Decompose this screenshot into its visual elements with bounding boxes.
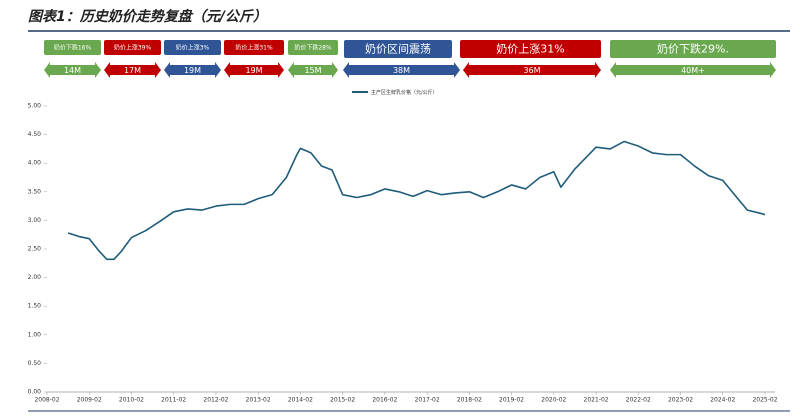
phase-label: 奶价上涨31%: [235, 44, 273, 52]
x-tick-label: 2016-02: [372, 397, 397, 404]
y-tick-label: 1.50: [28, 303, 42, 310]
phase-label: 奶价下跌16%: [54, 44, 92, 52]
x-tick-label: 2014-02: [288, 397, 313, 404]
phase-arrow: [104, 62, 161, 78]
phase-arrow: [463, 62, 601, 78]
phase-arrow: [44, 62, 101, 78]
y-tick-label: 2.00: [28, 274, 42, 281]
phase-duration: 36M: [523, 66, 540, 75]
phase-arrow: [288, 62, 338, 78]
phase-box: [104, 40, 161, 55]
x-tick-label: 2023-02: [668, 397, 693, 404]
phase-box: [460, 40, 601, 58]
x-tick-label: 2019-02: [499, 397, 524, 404]
phase-duration: 15M: [304, 66, 321, 75]
phase-label: 奶价上涨31%: [496, 42, 564, 56]
x-tick-label: 2022-02: [626, 397, 651, 404]
x-tick-label: 2012-02: [203, 397, 228, 404]
phase-duration: 19M: [245, 66, 262, 75]
y-tick-label: 0.50: [28, 360, 42, 367]
x-tick-label: 2010-02: [119, 397, 144, 404]
phase-box: [164, 40, 221, 55]
y-tick-label: 3.50: [28, 188, 42, 195]
y-tick-label: 5.00: [28, 103, 42, 110]
phase-label: 奶价区间震荡: [365, 42, 431, 56]
phase-duration: 14M: [64, 66, 81, 75]
phase-label: 奶价下跌28%: [294, 44, 332, 52]
x-tick-label: 2013-02: [246, 397, 271, 404]
y-tick-label: 4.00: [28, 160, 42, 167]
x-tick-label: 2025-02: [752, 397, 777, 404]
x-tick-label: 2009-02: [77, 397, 102, 404]
phase-box: [344, 40, 452, 58]
phase-arrow: [224, 62, 284, 78]
x-tick-label: 2017-02: [415, 397, 440, 404]
x-tick-label: 2021-02: [584, 397, 609, 404]
y-tick-label: 3.00: [28, 217, 42, 224]
phase-box: [288, 40, 338, 55]
phase-label: 奶价下跌29%.: [657, 42, 729, 56]
y-tick-label: 1.00: [28, 331, 42, 338]
price-line: [67, 140, 766, 261]
x-tick-label: 2024-02: [710, 397, 735, 404]
phase-duration: 38M: [393, 66, 410, 75]
x-tick-label: 2008-02: [34, 397, 59, 404]
phase-duration: 19M: [184, 66, 201, 75]
phase-box: [610, 40, 776, 58]
legend-label: 主产区生鲜乳价格（元/公斤）: [371, 89, 438, 96]
y-tick-label: 4.50: [28, 131, 42, 138]
x-tick-label: 2018-02: [457, 397, 482, 404]
y-tick-label: 0.00: [28, 389, 42, 396]
x-tick-label: 2011-02: [161, 397, 186, 404]
chart-title: 图表1：历史奶价走势复盘（元/公斤）: [28, 8, 267, 25]
phase-label: 奶价上涨39%: [114, 44, 152, 52]
phase-arrow: [610, 62, 776, 78]
x-tick-label: 2020-02: [541, 397, 566, 404]
phase-duration: 17M: [124, 66, 141, 75]
phase-duration: 40M+: [681, 66, 705, 75]
phase-arrow: [343, 62, 460, 78]
phase-box: [224, 40, 284, 55]
phase-arrow: [164, 62, 221, 78]
phase-box: [44, 40, 101, 55]
y-tick-label: 2.50: [28, 246, 42, 253]
x-tick-label: 2015-02: [330, 397, 355, 404]
phase-label: 奶价上涨3%: [176, 44, 210, 52]
